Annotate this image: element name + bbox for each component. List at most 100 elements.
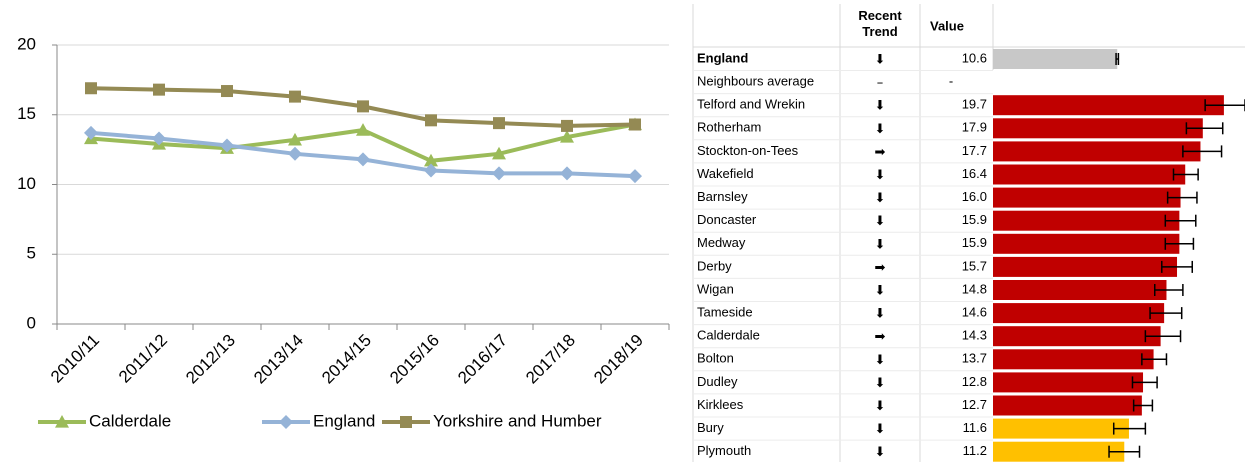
legend-label: England	[313, 411, 375, 430]
marker	[560, 130, 574, 143]
bar	[993, 95, 1224, 116]
marker	[55, 415, 69, 428]
bar	[993, 280, 1167, 300]
bar	[993, 395, 1142, 416]
row-name: Kirklees	[697, 397, 744, 412]
marker	[560, 166, 574, 181]
marker	[221, 85, 233, 98]
row-trend: ⬇	[875, 422, 886, 437]
bar	[993, 372, 1144, 393]
marker	[492, 166, 506, 181]
bar	[993, 187, 1181, 208]
bar	[993, 349, 1154, 370]
bar	[993, 256, 1178, 277]
x-tick-label: 2010/11	[47, 331, 103, 387]
row-name: Medway	[697, 235, 746, 250]
bar	[993, 164, 1186, 185]
marker	[425, 114, 437, 127]
row-trend: ⬇	[875, 445, 886, 460]
row-trend: ➡	[875, 145, 886, 160]
table-frame	[692, 4, 1245, 462]
bar	[993, 141, 1201, 162]
row-value: 19.7	[962, 97, 987, 112]
bar	[993, 326, 1161, 347]
y-tick-label: 15	[17, 104, 36, 123]
row-name: Bolton	[697, 351, 734, 366]
x-tick-label: 2016/17	[454, 331, 511, 388]
row-trend: ⬇	[875, 307, 886, 322]
marker	[85, 82, 97, 95]
marker	[356, 152, 370, 167]
row-trend: ⬇	[875, 284, 886, 299]
row-trend: ⬇	[875, 53, 886, 68]
row-name: Rotherham	[697, 120, 761, 135]
row-name: Derby	[697, 258, 732, 273]
row-name: Plymouth	[697, 443, 751, 458]
y-tick-label: 10	[17, 174, 36, 193]
bar	[993, 118, 1203, 139]
marker	[629, 118, 641, 131]
marker	[152, 131, 166, 146]
row-value: 12.8	[962, 374, 987, 389]
marker	[400, 416, 412, 428]
row-name: Wigan	[697, 281, 734, 296]
row-value: 11.6	[963, 420, 987, 435]
y-tick-label: 5	[27, 244, 36, 263]
marker	[356, 123, 370, 136]
row-trend: ⬇	[875, 237, 886, 252]
bar	[993, 210, 1180, 231]
marker	[561, 119, 573, 132]
x-tick-label: 2018/19	[590, 331, 647, 388]
row-value: 16.0	[962, 189, 987, 204]
row-trend: ⬇	[875, 399, 886, 414]
bar	[993, 303, 1165, 324]
row-trend: ⬇	[875, 376, 886, 391]
row-name: Neighbours average	[697, 74, 814, 89]
row-value: 17.7	[962, 143, 987, 158]
marker	[279, 415, 293, 429]
row-value: 13.7	[962, 351, 987, 366]
marker	[424, 153, 438, 167]
row-value: 17.9	[962, 120, 987, 135]
bar	[993, 233, 1180, 254]
marker	[288, 132, 302, 146]
row-name: Bury	[697, 420, 724, 435]
row-trend: ⬇	[875, 214, 886, 229]
marker	[288, 146, 302, 161]
row-name: Calderdale	[697, 328, 760, 343]
bar	[993, 418, 1129, 439]
marker	[84, 125, 98, 140]
x-tick-label: 2017/18	[522, 331, 579, 388]
row-trend: ⬇	[875, 353, 886, 368]
header-trend: Recent Trend	[858, 8, 902, 39]
row-value: 15.7	[962, 258, 987, 273]
marker	[628, 169, 642, 184]
row-trend: ⬇	[875, 168, 886, 183]
row-trend: ➡	[875, 330, 886, 345]
row-name: Doncaster	[697, 212, 757, 227]
marker	[289, 90, 301, 103]
row-value: 14.6	[962, 305, 987, 320]
row-name: Dudley	[697, 374, 738, 389]
marker	[493, 117, 505, 130]
marker	[492, 146, 506, 160]
row-value: -	[949, 74, 953, 89]
row-trend: ⬇	[875, 191, 886, 206]
row-name: Tameside	[697, 305, 753, 320]
row-value: 11.2	[963, 443, 987, 458]
row-name: Barnsley	[697, 189, 748, 204]
x-tick-label: 2013/14	[250, 331, 307, 388]
legend-label: Calderdale	[89, 411, 171, 430]
header-value: Value	[930, 18, 964, 33]
row-value: 12.7	[962, 397, 987, 412]
legend-label: Yorkshire and Humber	[433, 411, 602, 430]
x-tick-label: 2014/15	[318, 331, 375, 388]
row-trend: ⬇	[875, 122, 886, 137]
row-name: Wakefield	[697, 166, 754, 181]
marker	[153, 83, 165, 96]
y-tick-label: 20	[17, 34, 36, 53]
y-tick-label: 0	[27, 313, 36, 332]
bar	[993, 49, 1118, 69]
